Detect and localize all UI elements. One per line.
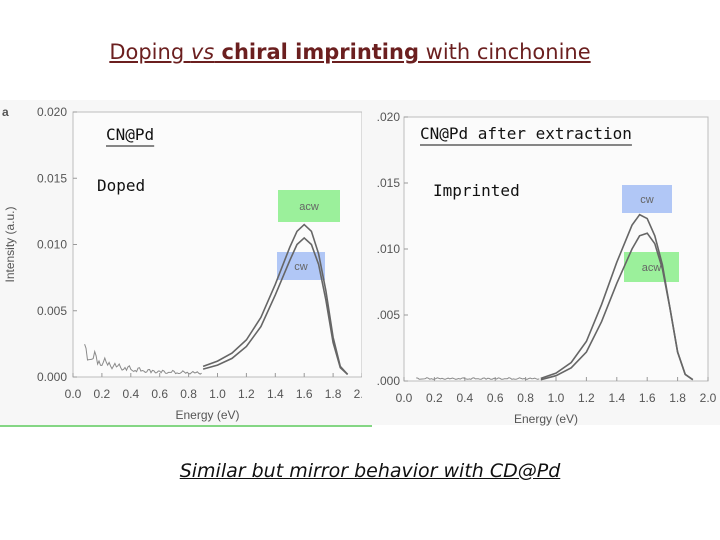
panel-letter: a	[2, 105, 9, 119]
x-tick-label: 2.0	[700, 391, 717, 405]
legend-box-acw	[278, 190, 340, 222]
legend-label-acw: acw	[642, 262, 662, 274]
plot-frame-1	[403, 116, 709, 382]
slide-title: Doping vs chiral imprinting with cinchon…	[109, 40, 591, 64]
slide-caption: Similar but mirror behavior with CD@Pd	[179, 460, 561, 482]
x-tick-label: 0.2	[426, 391, 443, 405]
y-tick-label: .000	[377, 374, 401, 388]
x-tick-label: 1.8	[325, 387, 342, 401]
x-tick-label: 0.4	[456, 391, 473, 405]
noise-trace	[84, 344, 202, 375]
legend-label-cw: cw	[294, 261, 308, 273]
panel-title-1: CN@Pd after extraction	[420, 124, 632, 143]
x-tick-label: 0.2	[94, 387, 111, 401]
legend-box-acw	[624, 252, 679, 282]
y-tick-label: .015	[377, 176, 401, 190]
panel-state-0: Doped	[97, 176, 145, 195]
x-tick-label: 0.0	[396, 391, 413, 405]
panel-title-0: CN@Pd	[106, 125, 154, 144]
x-tick-label: 1.2	[238, 387, 255, 401]
x-tick-label: 1.4	[608, 391, 625, 405]
series-line-acw	[540, 232, 694, 381]
x-tick-label: 1.6	[639, 391, 656, 405]
y-axis-label: Intensity (a.u.)	[3, 206, 17, 282]
x-tick-label: 0.0	[65, 387, 82, 401]
y-tick-label: .010	[377, 242, 401, 256]
x-tick-label: 1.0	[209, 387, 226, 401]
x-tick-label: 0.4	[122, 387, 139, 401]
series-line-acw	[202, 223, 349, 375]
series-line-cw	[202, 236, 349, 375]
y-tick-label: 0.020	[37, 105, 67, 119]
y-tick-label: 0.005	[37, 304, 67, 318]
x-tick-label: 0.8	[180, 387, 197, 401]
y-tick-label: .020	[377, 110, 401, 124]
legend-label-acw: acw	[299, 201, 319, 213]
x-axis-label: Energy (eV)	[175, 408, 239, 422]
panel-state-1: Imprinted	[433, 181, 520, 200]
legend-box-cw	[277, 252, 325, 280]
legend-box-cw	[622, 185, 672, 213]
x-tick-label: 0.6	[487, 391, 504, 405]
x-tick-label: 0.8	[517, 391, 534, 405]
x-tick-label: 1.0	[548, 391, 565, 405]
legend-label-cw: cw	[640, 194, 654, 206]
x-tick-label: 1.4	[267, 387, 284, 401]
y-tick-label: 0.015	[37, 171, 67, 185]
plot-frame-0	[72, 111, 363, 378]
x-tick-label: 1.6	[296, 387, 313, 401]
noise-trace	[416, 377, 540, 380]
x-tick-label: 0.6	[151, 387, 168, 401]
y-tick-label: 0.010	[37, 238, 67, 252]
x-axis-label: Energy (eV)	[514, 412, 578, 426]
y-tick-label: .005	[377, 308, 401, 322]
x-tick-label: 1.8	[669, 391, 686, 405]
x-tick-label: 1.2	[578, 391, 595, 405]
y-tick-label: 0.000	[37, 370, 67, 384]
